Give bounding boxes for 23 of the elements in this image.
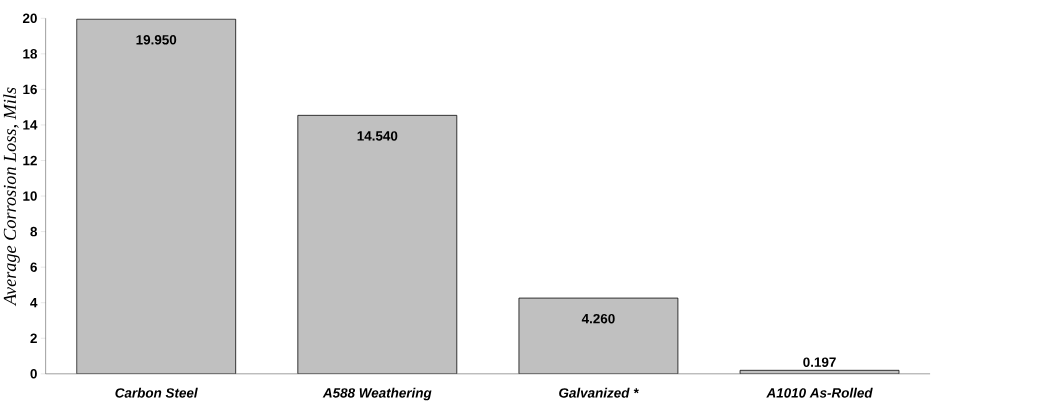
x-tick-label: Carbon Steel (115, 387, 198, 398)
bar (518, 297, 679, 374)
data-label: 19.950 (136, 34, 177, 45)
y-tick-label: 14 (23, 120, 38, 130)
y-axis-title: Average Corrosion Loss, Mils (3, 87, 20, 307)
y-tick-label: 10 (23, 191, 37, 201)
y-tick-label: 12 (23, 155, 37, 166)
data-label: 0.197 (803, 357, 836, 367)
x-tick-label: A1010 As-Rolled (766, 387, 873, 398)
y-tick-label: 20 (22, 13, 37, 24)
data-label: 14.540 (357, 131, 398, 141)
y-tick-label: 16 (23, 84, 37, 95)
y-tick-label: 18 (23, 49, 38, 59)
y-tick-label: 2 (30, 333, 37, 343)
x-tick-label: A588 Weathering (322, 387, 432, 401)
y-tick-label: 8 (30, 226, 38, 237)
y-tick-label: 0 (30, 369, 37, 379)
data-label: 4.260 (581, 313, 615, 324)
y-tick-label: 6 (30, 262, 37, 272)
bar (76, 18, 237, 374)
bar (297, 114, 458, 374)
y-tick-label: 4 (30, 298, 38, 308)
x-tick-label: Galvanized * (559, 387, 639, 398)
